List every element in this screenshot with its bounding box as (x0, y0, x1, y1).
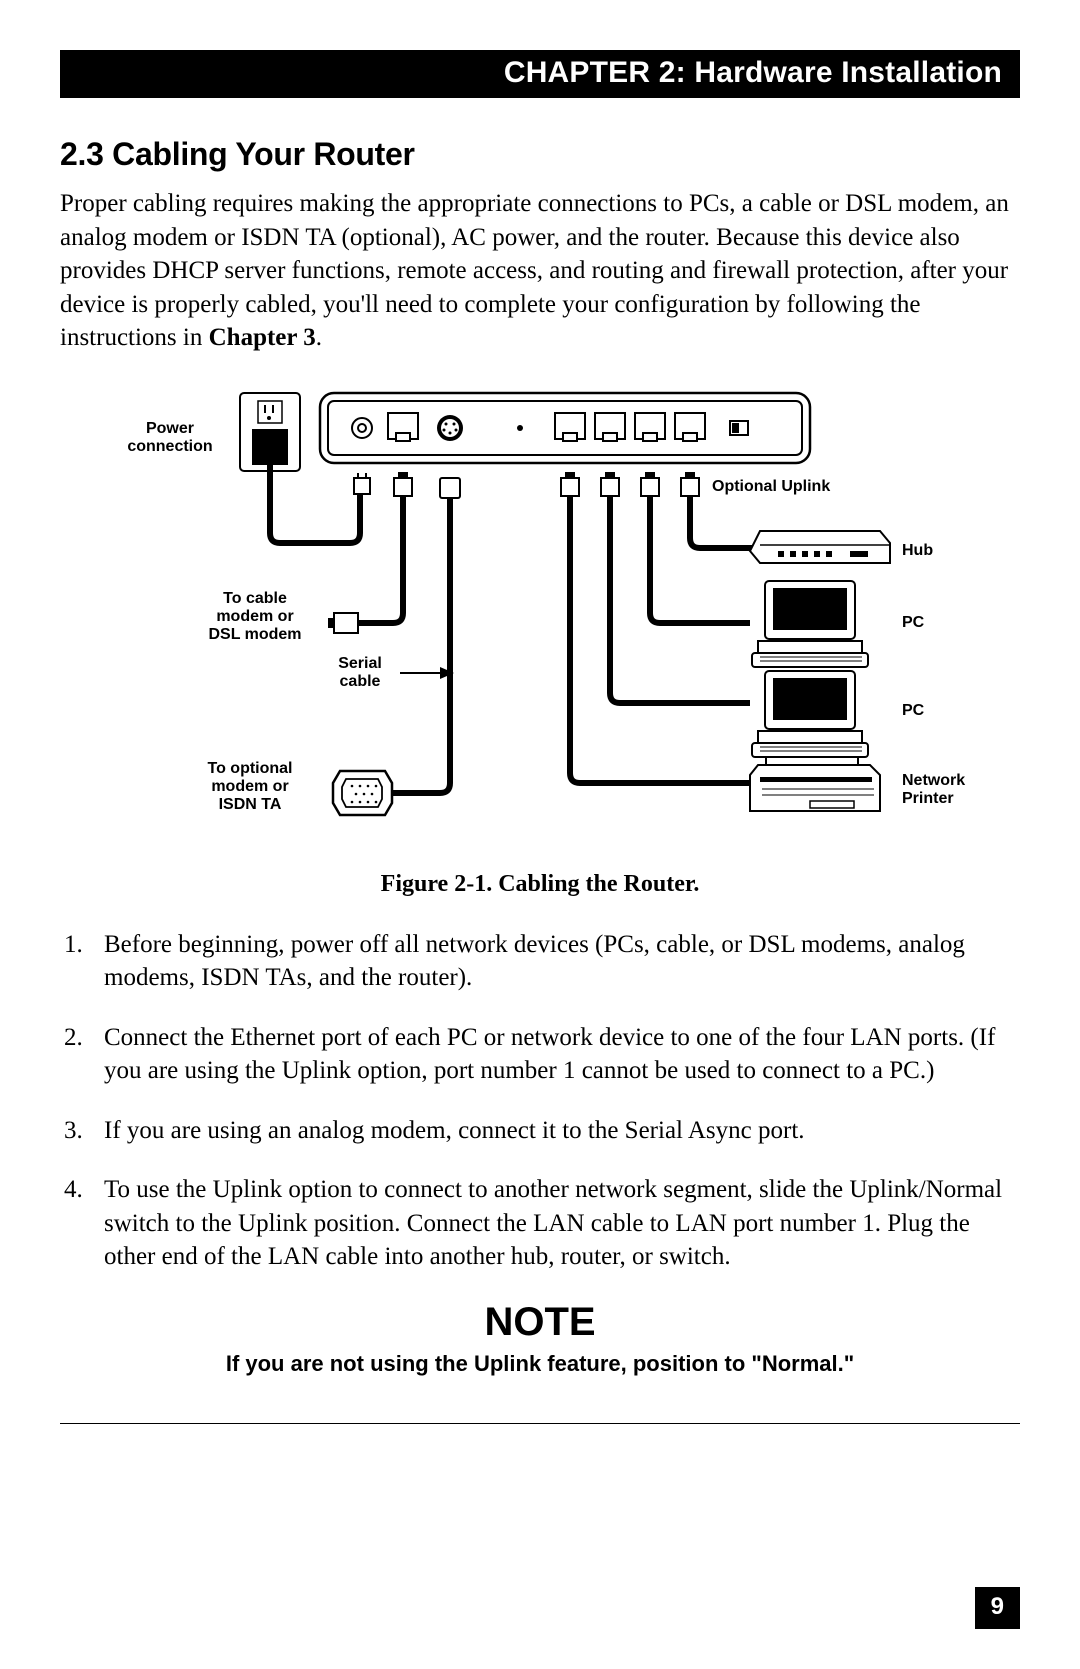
label-isdn-2: modem or (211, 778, 288, 795)
note-body: If you are not using the Uplink feature,… (60, 1351, 1020, 1377)
label-serial-2: cable (340, 673, 381, 690)
step-item: Before beginning, power off all network … (98, 928, 1020, 995)
label-pc1: PC (902, 614, 925, 631)
serial-connector (333, 771, 392, 815)
figure-wrap: Power connection To cable modem or DSL m… (60, 383, 1020, 853)
plug-icons (354, 473, 699, 498)
intro-paragraph: Proper cabling requires making the appro… (60, 187, 1020, 355)
serial-arrow (400, 667, 454, 679)
page-number: 9 (975, 1587, 1020, 1629)
label-printer-2: Printer (902, 790, 954, 807)
modem-plug-tab (328, 618, 334, 628)
figure-caption: Figure 2-1. Cabling the Router. (60, 871, 1020, 898)
modem-plug-icon (334, 613, 358, 633)
label-uplink: Optional Uplink (712, 478, 830, 495)
pc1-device (752, 581, 868, 667)
label-hub: Hub (902, 542, 933, 559)
wall-outlet (240, 393, 300, 471)
intro-bold-reference: Chapter 3 (209, 324, 316, 351)
pc2-device (752, 671, 868, 757)
label-isdn-3: ISDN TA (219, 796, 282, 813)
step-item: Connect the Ethernet port of each PC or … (98, 1021, 1020, 1088)
router-device (320, 393, 810, 463)
label-printer-1: Network (902, 772, 965, 789)
label-cable-1: To cable (223, 590, 287, 607)
page: CHAPTER 2: Hardware Installation 2.3 Cab… (0, 0, 1080, 1669)
section-title: 2.3 Cabling Your Router (60, 136, 1020, 173)
intro-text: Proper cabling requires making the appro… (60, 190, 1009, 351)
label-power-2: connection (127, 438, 212, 455)
intro-tail-punct: . (316, 324, 322, 351)
label-cable-3: DSL modem (208, 626, 301, 643)
label-pc2: PC (902, 702, 925, 719)
step-item: To use the Uplink option to connect to a… (98, 1173, 1020, 1274)
step-item: If you are using an analog modem, connec… (98, 1114, 1020, 1148)
label-power-1: Power (146, 420, 194, 437)
steps-list: Before beginning, power off all network … (60, 928, 1020, 1274)
label-serial-1: Serial (338, 655, 382, 672)
note-title: NOTE (60, 1300, 1020, 1345)
cabling-diagram: Power connection To cable modem or DSL m… (110, 383, 970, 853)
footer-divider (60, 1423, 1020, 1424)
label-cable-2: modem or (216, 608, 293, 625)
printer-device (750, 757, 880, 811)
hub-device (750, 531, 890, 563)
chapter-header-bar: CHAPTER 2: Hardware Installation (60, 50, 1020, 98)
label-isdn-1: To optional (207, 760, 292, 777)
